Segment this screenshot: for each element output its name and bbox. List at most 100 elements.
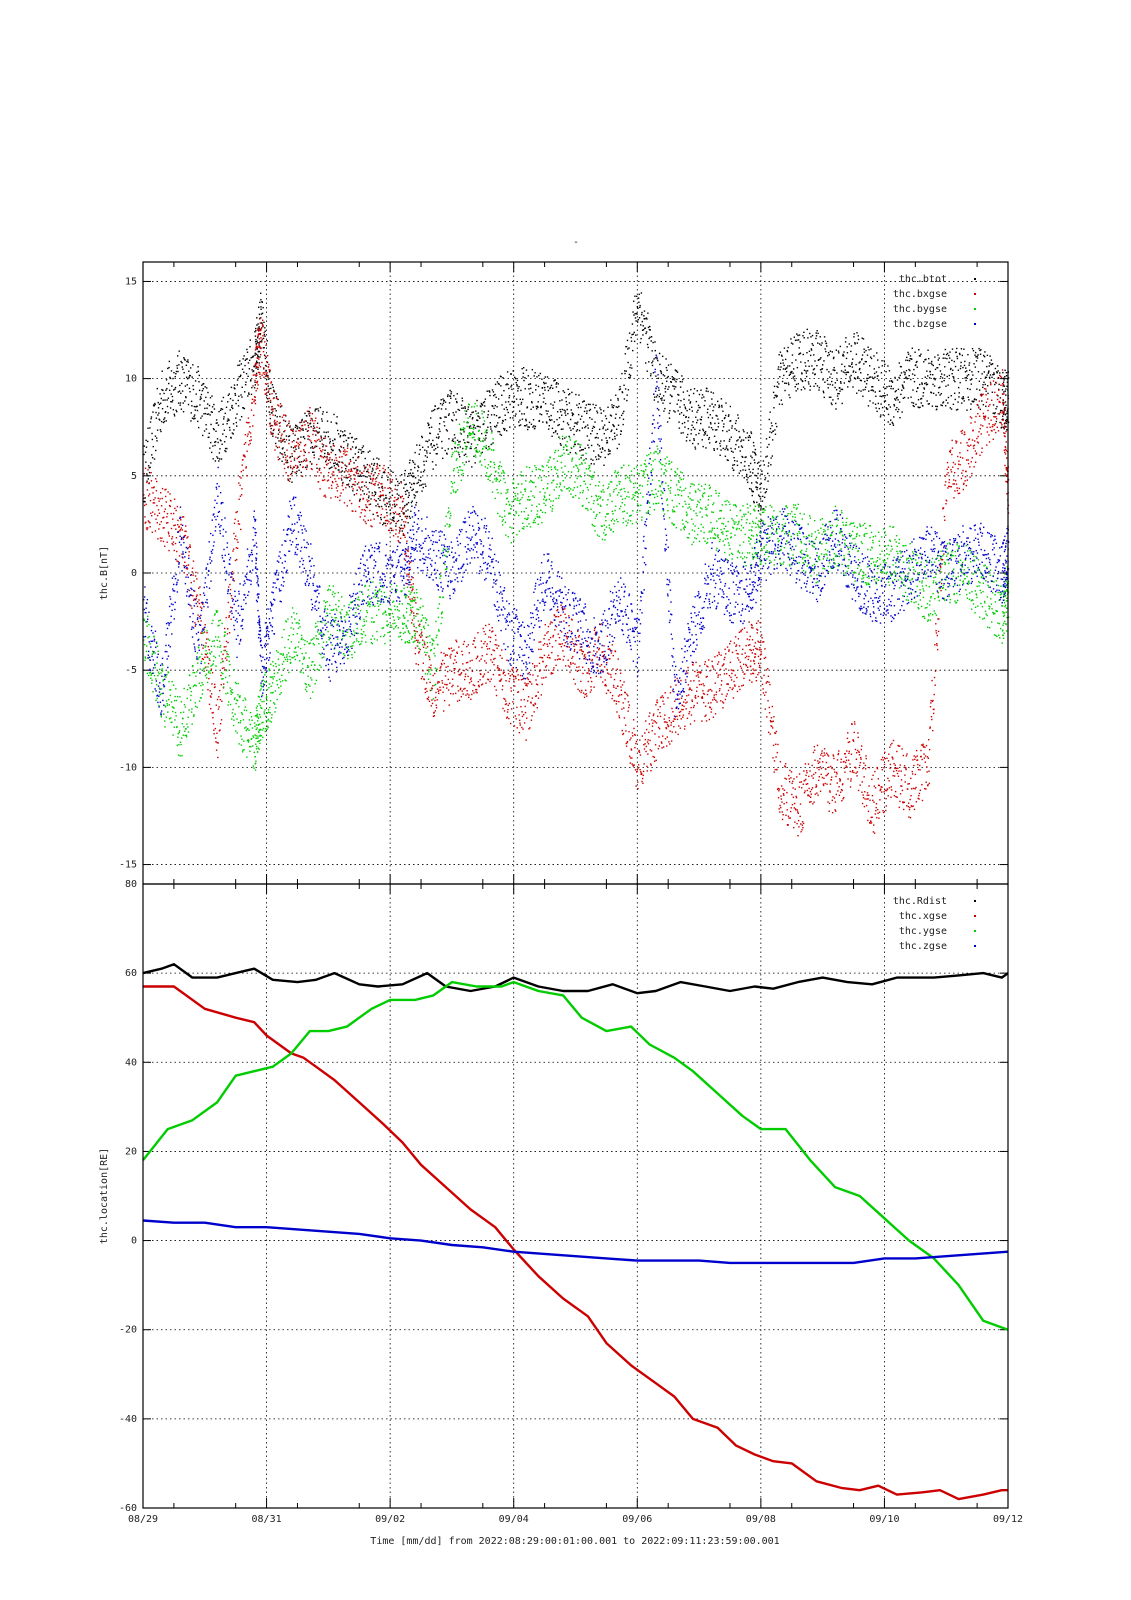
data-point [941, 380, 943, 383]
data-point [159, 492, 162, 494]
data-point [287, 465, 289, 468]
data-point [622, 412, 624, 415]
data-point [305, 458, 307, 460]
data-point [596, 432, 598, 435]
data-point [368, 503, 370, 506]
data-point [629, 366, 631, 369]
data-point [501, 649, 503, 651]
data-point [187, 547, 189, 549]
data-point [953, 379, 955, 381]
data-point [427, 446, 429, 448]
data-point [165, 420, 167, 422]
data-point [337, 465, 340, 468]
data-point [383, 500, 385, 502]
data-point [335, 457, 337, 459]
data-point [467, 644, 470, 646]
data-point [994, 383, 996, 386]
data-point [577, 688, 579, 691]
data-point [551, 435, 553, 437]
data-point [851, 362, 853, 364]
data-point [414, 451, 416, 454]
data-point [513, 400, 516, 403]
data-point [534, 372, 536, 374]
data-point [540, 656, 543, 659]
data-point [673, 726, 675, 728]
data-point [202, 434, 204, 437]
data-point [428, 700, 431, 702]
data-point [361, 450, 363, 453]
data-point [212, 427, 215, 430]
data-point [263, 347, 265, 349]
data-point [226, 633, 229, 635]
data-point [514, 377, 517, 380]
data-point [985, 405, 987, 408]
data-point [985, 390, 987, 392]
data-point [407, 501, 410, 504]
data-point [647, 346, 649, 349]
data-point [663, 375, 666, 377]
data-point [496, 406, 498, 408]
data-point [197, 587, 200, 589]
data-point [572, 662, 574, 664]
data-point [272, 397, 275, 400]
data-point [220, 458, 223, 460]
data-point [256, 354, 259, 356]
data-point [786, 350, 789, 353]
data-point [660, 696, 662, 699]
data-point [508, 680, 510, 683]
data-point [851, 366, 854, 368]
data-point [447, 414, 450, 416]
data-point [872, 390, 875, 392]
data-point [266, 361, 269, 364]
data-point [455, 639, 457, 641]
data-point [401, 495, 403, 497]
data-point [731, 467, 734, 469]
data-point [347, 443, 349, 445]
data-point [941, 377, 944, 379]
data-point [726, 430, 728, 433]
data-point [431, 410, 433, 412]
data-point [507, 401, 510, 403]
data-point [601, 439, 603, 441]
data-point [146, 474, 149, 477]
data-point [277, 458, 280, 461]
data-point [668, 720, 671, 722]
data-point [175, 409, 177, 412]
data-point [437, 437, 440, 439]
data-point [948, 357, 951, 359]
data-point [268, 369, 270, 371]
data-point [448, 413, 450, 415]
data-point [718, 651, 720, 654]
data-point [511, 388, 513, 391]
data-point [412, 472, 414, 474]
data-point [667, 388, 669, 390]
data-point [839, 390, 841, 392]
data-point [721, 693, 723, 695]
data-point [332, 444, 335, 447]
data-point [756, 482, 758, 484]
data-point [367, 497, 370, 499]
data-point [564, 412, 566, 414]
data-point [318, 469, 321, 471]
data-point [904, 377, 907, 379]
data-point [1004, 401, 1007, 403]
data-point [618, 388, 621, 391]
data-point [252, 414, 255, 417]
data-point [455, 692, 457, 695]
data-point [415, 491, 417, 493]
data-point [381, 483, 383, 485]
data-point [309, 422, 312, 424]
data-point [607, 672, 609, 674]
data-point [179, 384, 181, 387]
data-point [777, 386, 779, 388]
data-point [507, 708, 509, 711]
data-point [969, 379, 972, 381]
data-point [700, 389, 702, 391]
data-point [461, 407, 463, 409]
data-point [915, 390, 918, 393]
data-point [311, 418, 313, 420]
data-point [213, 403, 215, 406]
data-point [627, 694, 629, 697]
data-point [899, 416, 901, 419]
data-point [213, 733, 215, 735]
